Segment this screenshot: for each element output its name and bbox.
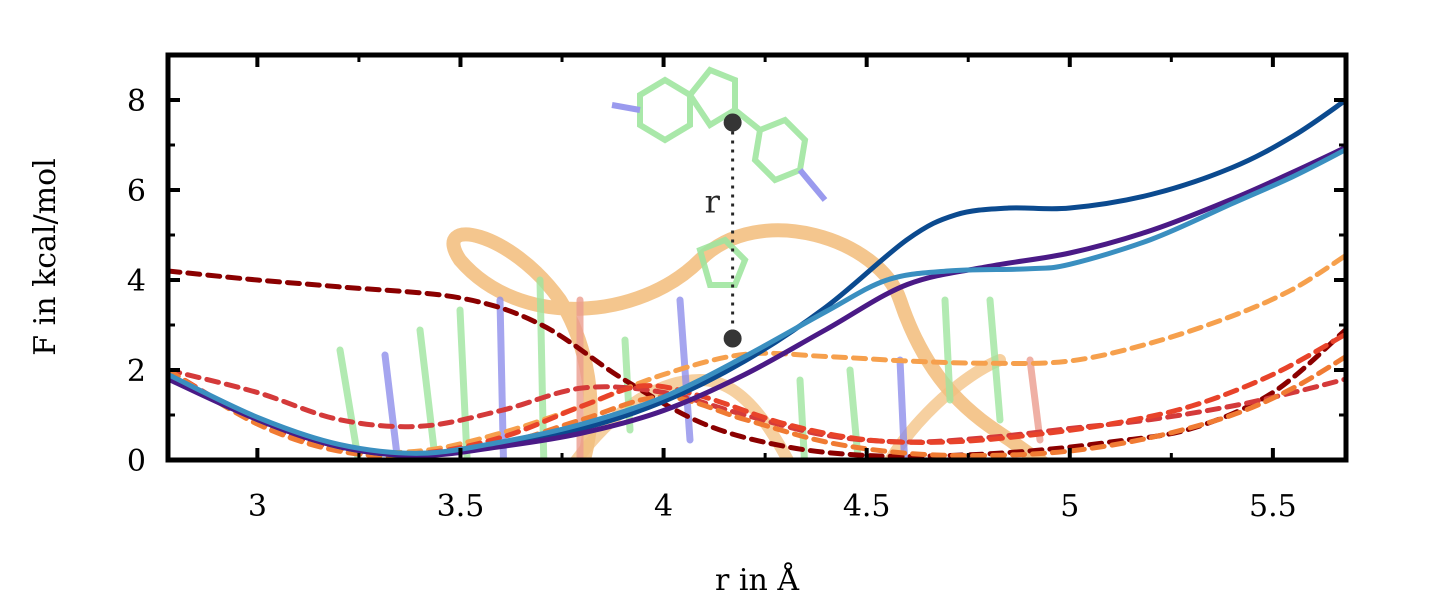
dna-backbone-strand-1 (446, 223, 1052, 460)
distance-marker-point-a (723, 113, 742, 132)
x-tick-label-1: 3 (248, 489, 267, 524)
distance-marker-label: r (705, 183, 721, 221)
ligand-molecule (611, 66, 828, 288)
y-tick-label-5: 8 (127, 84, 146, 119)
series-layer (168, 97, 1346, 459)
series-line-3 (168, 147, 1346, 456)
x-tick-label-5: 5 (1060, 489, 1079, 524)
y-axis-label: F in kcal/mol (28, 158, 63, 355)
tick-layer: 3 3.5 4 4.5 5 5.5 0 2 4 6 8 (127, 55, 1346, 524)
y-tick-label-2: 2 (127, 354, 146, 389)
dna-backbone-strand-2 (569, 354, 1006, 460)
x-tick-label-3: 4 (654, 489, 673, 524)
y-tick-label-4: 6 (127, 174, 146, 209)
plot-frame (165, 52, 1349, 463)
x-tick-label-2: 3.5 (437, 489, 485, 524)
x-axis-label: r in Å (715, 562, 799, 598)
dna-ligand-illustration: r (336, 66, 1052, 460)
x-tick-label-4: 4.5 (843, 489, 891, 524)
y-tick-label-1: 0 (127, 444, 146, 479)
x-tick-label-6: 5.5 (1249, 489, 1297, 524)
distance-marker-point-b (723, 329, 742, 348)
series-line-8 (168, 354, 1346, 459)
series-line-6 (168, 367, 1346, 445)
y-tick-label-3: 4 (127, 264, 146, 299)
series-line-4 (168, 268, 1346, 459)
